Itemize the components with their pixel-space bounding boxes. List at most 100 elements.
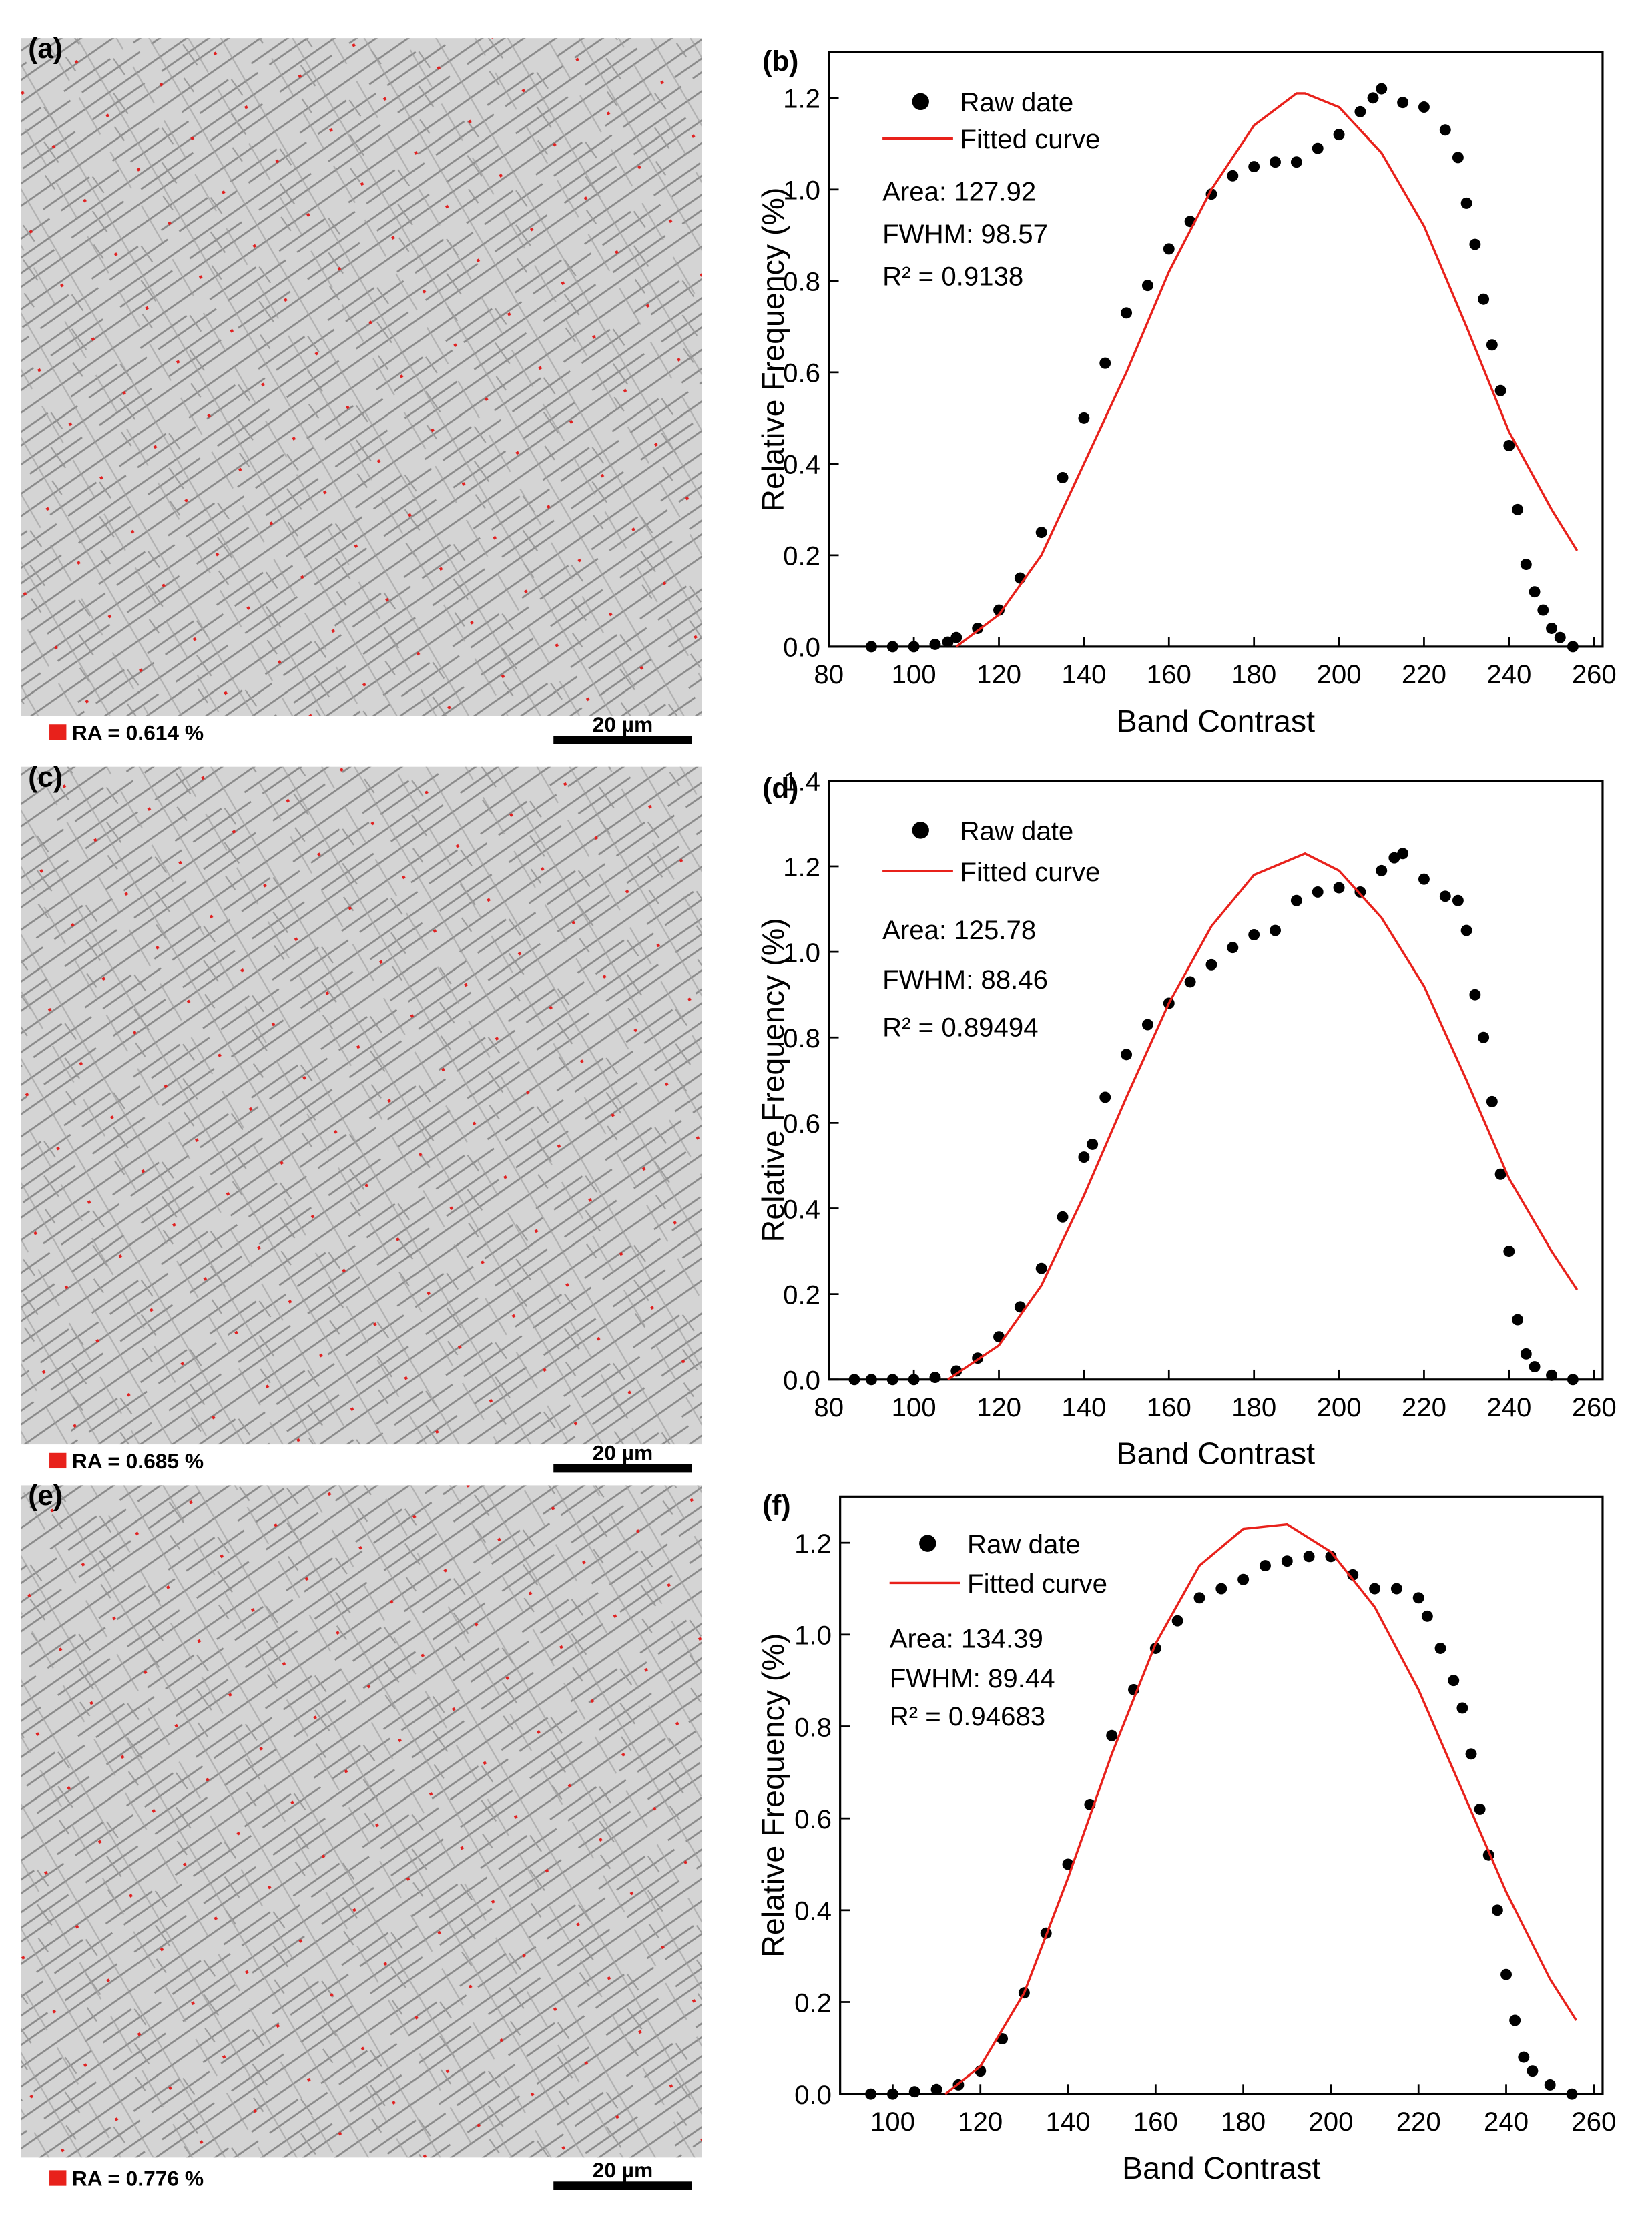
legend-marker: [912, 822, 929, 839]
data-point: [865, 641, 877, 653]
data-point: [929, 1372, 941, 1384]
data-point: [1376, 864, 1388, 876]
data-point: [1520, 1348, 1532, 1360]
y-tick-label: 0.6: [794, 1804, 832, 1834]
data-point: [1237, 1573, 1250, 1585]
data-point: [886, 641, 898, 653]
x-tick-label: 140: [1061, 1392, 1106, 1422]
data-point: [1527, 2065, 1539, 2077]
y-axis-label: Relative Frequency (%): [756, 188, 790, 512]
data-point: [1460, 924, 1472, 936]
legend-label: Raw date: [967, 1529, 1081, 1559]
ra-label: RA = 0.776 %: [72, 2167, 204, 2191]
data-point: [1491, 1904, 1503, 1916]
y-tick-label: 0.0: [794, 2080, 832, 2110]
data-point: [1412, 1592, 1424, 1604]
x-tick-label: 200: [1317, 1392, 1362, 1422]
annotation: R² = 0.9138: [882, 261, 1023, 291]
data-point: [929, 638, 941, 650]
legend-marker: [912, 93, 929, 111]
panel-label: (c): [28, 761, 63, 792]
data-point: [1270, 924, 1281, 936]
x-tick-label: 120: [977, 1392, 1021, 1422]
y-tick-label: 1.2: [783, 852, 820, 882]
data-point: [1439, 890, 1451, 902]
legend-label: Raw date: [960, 816, 1073, 846]
y-tick-label: 1.0: [783, 938, 820, 968]
data-point: [1460, 197, 1472, 209]
data-point: [1529, 586, 1541, 598]
data-point: [1520, 559, 1532, 571]
data-point: [1184, 976, 1196, 988]
panel-label: (d): [762, 772, 798, 804]
x-tick-label: 140: [1061, 659, 1106, 689]
x-tick-label: 220: [1402, 659, 1446, 689]
micrograph-texture: [21, 766, 702, 1445]
y-tick-label: 1.2: [794, 1529, 832, 1559]
annotation: FWHM: 98.57: [882, 219, 1048, 249]
data-point: [1171, 1615, 1183, 1627]
data-point: [1312, 142, 1324, 154]
scale-label: 20 µm: [593, 2158, 653, 2182]
data-point: [1369, 1583, 1381, 1595]
data-point: [1367, 92, 1379, 104]
micrograph-texture: [21, 38, 702, 716]
data-point: [972, 623, 984, 634]
x-tick-label: 260: [1571, 2107, 1616, 2137]
x-tick-label: 200: [1317, 659, 1362, 689]
data-point: [1035, 1262, 1047, 1274]
data-point: [1078, 1151, 1090, 1163]
x-tick-label: 180: [1231, 659, 1276, 689]
data-point: [1163, 243, 1175, 255]
data-point: [1397, 97, 1409, 109]
data-point: [1376, 83, 1388, 95]
y-tick-label: 0.0: [783, 1366, 820, 1396]
y-tick-label: 0.0: [783, 633, 820, 663]
data-point: [1474, 1803, 1486, 1815]
y-tick-label: 0.6: [783, 358, 820, 388]
data-point: [1486, 1095, 1498, 1107]
chart: 80 100 120 140 160 180 200 220 240 260 0.0 0.2 0.4 0.…: [756, 45, 1617, 738]
x-tick-label: 100: [892, 659, 936, 689]
panel-label: (b): [762, 45, 798, 77]
x-tick-label: 220: [1402, 1392, 1446, 1422]
data-point: [1512, 1314, 1524, 1326]
annotation: Area: 134.39: [890, 1624, 1043, 1654]
annotation: R² = 0.89494: [882, 1013, 1038, 1043]
x-tick-label: 220: [1396, 2107, 1441, 2137]
y-tick-label: 0.4: [794, 1896, 832, 1926]
legend-label: Fitted curve: [967, 1569, 1107, 1599]
y-tick-label: 1.0: [794, 1621, 832, 1651]
plot-frame: [839, 1495, 1604, 2095]
legend-label: Fitted curve: [960, 857, 1100, 887]
y-tick-label: 0.8: [783, 267, 820, 297]
x-tick-label: 180: [1221, 2107, 1266, 2137]
data-point: [1494, 1168, 1506, 1180]
data-point: [1465, 1748, 1477, 1760]
annotation: FWHM: 89.44: [890, 1663, 1055, 1693]
chart: 80 100 120 140 160 180 200 220 240 260 0.0 0.2 0.4 0.…: [756, 767, 1617, 1471]
legend-swatch: [49, 2170, 67, 2186]
x-tick-label: 120: [977, 659, 1021, 689]
y-tick-label: 1.0: [783, 176, 820, 206]
data-point: [1529, 1361, 1541, 1373]
x-tick-label: 180: [1231, 1392, 1276, 1422]
data-point: [865, 2088, 877, 2100]
fitted-curve: [944, 1523, 1577, 2095]
micrograph-texture: [21, 1485, 702, 2158]
legend-label: Fitted curve: [960, 124, 1100, 154]
data-point: [1333, 129, 1345, 141]
scale-label: 20 µm: [593, 712, 653, 736]
x-tick-label: 160: [1133, 2107, 1178, 2137]
legend-swatch: [49, 724, 67, 740]
data-point: [1205, 958, 1217, 971]
scale-bar: [553, 736, 692, 744]
panel-label: (f): [762, 1490, 790, 1521]
fitted-curve: [947, 852, 1579, 1381]
scale-bar: [553, 2181, 692, 2190]
x-tick-label: 240: [1484, 2107, 1529, 2137]
y-tick-label: 0.8: [794, 1712, 832, 1742]
data-point: [1281, 1555, 1293, 1567]
